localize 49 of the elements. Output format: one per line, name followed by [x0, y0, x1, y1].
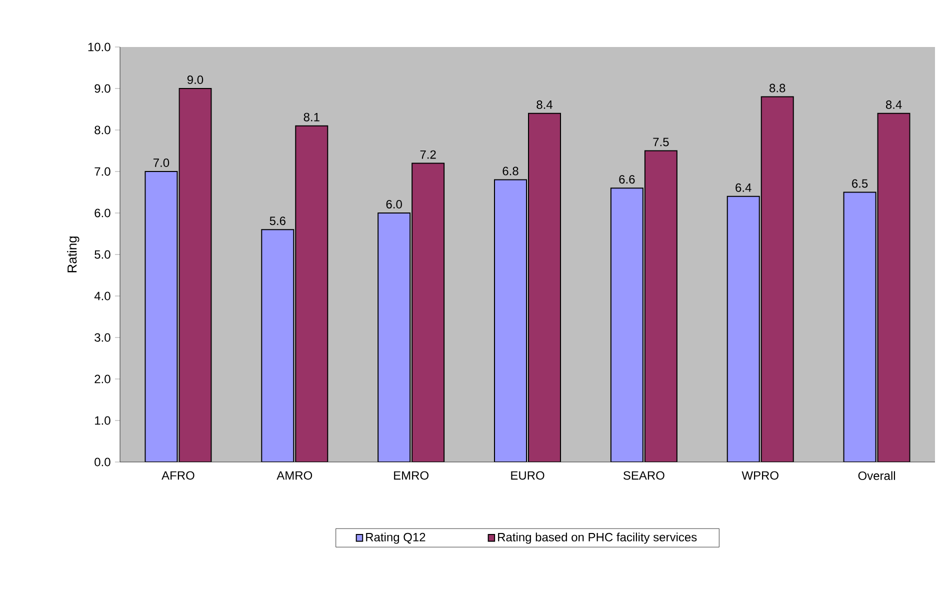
- y-tick-label: 6.0: [94, 208, 110, 218]
- y-axis-title: Rating: [67, 236, 80, 272]
- y-tick-label: 5.0: [94, 250, 110, 259]
- data-label: 7.5: [653, 138, 669, 146]
- x-tick-label: EURO: [511, 471, 544, 480]
- bar: [144, 171, 178, 462]
- bar: [494, 179, 527, 462]
- y-tick-label: 2.0: [94, 374, 110, 384]
- bar: [261, 229, 294, 462]
- y-tick-label: 4.0: [94, 292, 110, 300]
- y-tick-label: 0.0: [94, 458, 110, 466]
- legend-label: Rating Q12: [366, 532, 426, 544]
- y-tick-label: 1.0: [95, 416, 110, 425]
- data-label: 7.2: [420, 150, 436, 159]
- data-label: 6.6: [619, 175, 635, 184]
- x-tick-label: Overall: [858, 471, 895, 480]
- bar: [412, 162, 445, 462]
- data-label: 9.0: [187, 76, 204, 84]
- data-label: 6.0: [386, 200, 402, 208]
- bar: [843, 192, 876, 462]
- bar: [644, 150, 678, 462]
- bar: [295, 125, 328, 462]
- legend-label: Rating based on PHC facility services: [498, 532, 697, 544]
- data-label: 7.0: [153, 158, 170, 167]
- data-label: 6.4: [736, 183, 752, 192]
- bar: [378, 212, 411, 462]
- y-tick-label: 3.0: [94, 333, 110, 342]
- data-label: 6.5: [852, 179, 868, 188]
- data-label: 8.8: [770, 84, 786, 92]
- y-tick-label: 7.0: [94, 167, 110, 176]
- data-label: 8.4: [536, 100, 552, 109]
- y-tick-label: 10.0: [88, 42, 110, 52]
- bar: [528, 112, 562, 462]
- x-tick-label: AFRO: [162, 471, 194, 480]
- x-tick-label: AMRO: [276, 471, 312, 480]
- x-tick-label: SEARO: [623, 471, 664, 480]
- x-tick-label: EMRO: [394, 471, 428, 480]
- bar: [726, 196, 760, 462]
- data-label: 6.8: [502, 166, 518, 176]
- bar: [610, 188, 644, 462]
- bar: [178, 88, 212, 462]
- bar: [760, 96, 794, 462]
- data-label: 5.6: [270, 216, 286, 226]
- data-label: 8.1: [304, 112, 320, 122]
- y-tick-label: 9.0: [94, 84, 110, 93]
- x-tick-label: WPRO: [742, 471, 778, 480]
- bar: [877, 112, 910, 462]
- data-label: 8.4: [886, 100, 902, 109]
- y-tick-label: 8.0: [94, 126, 110, 134]
